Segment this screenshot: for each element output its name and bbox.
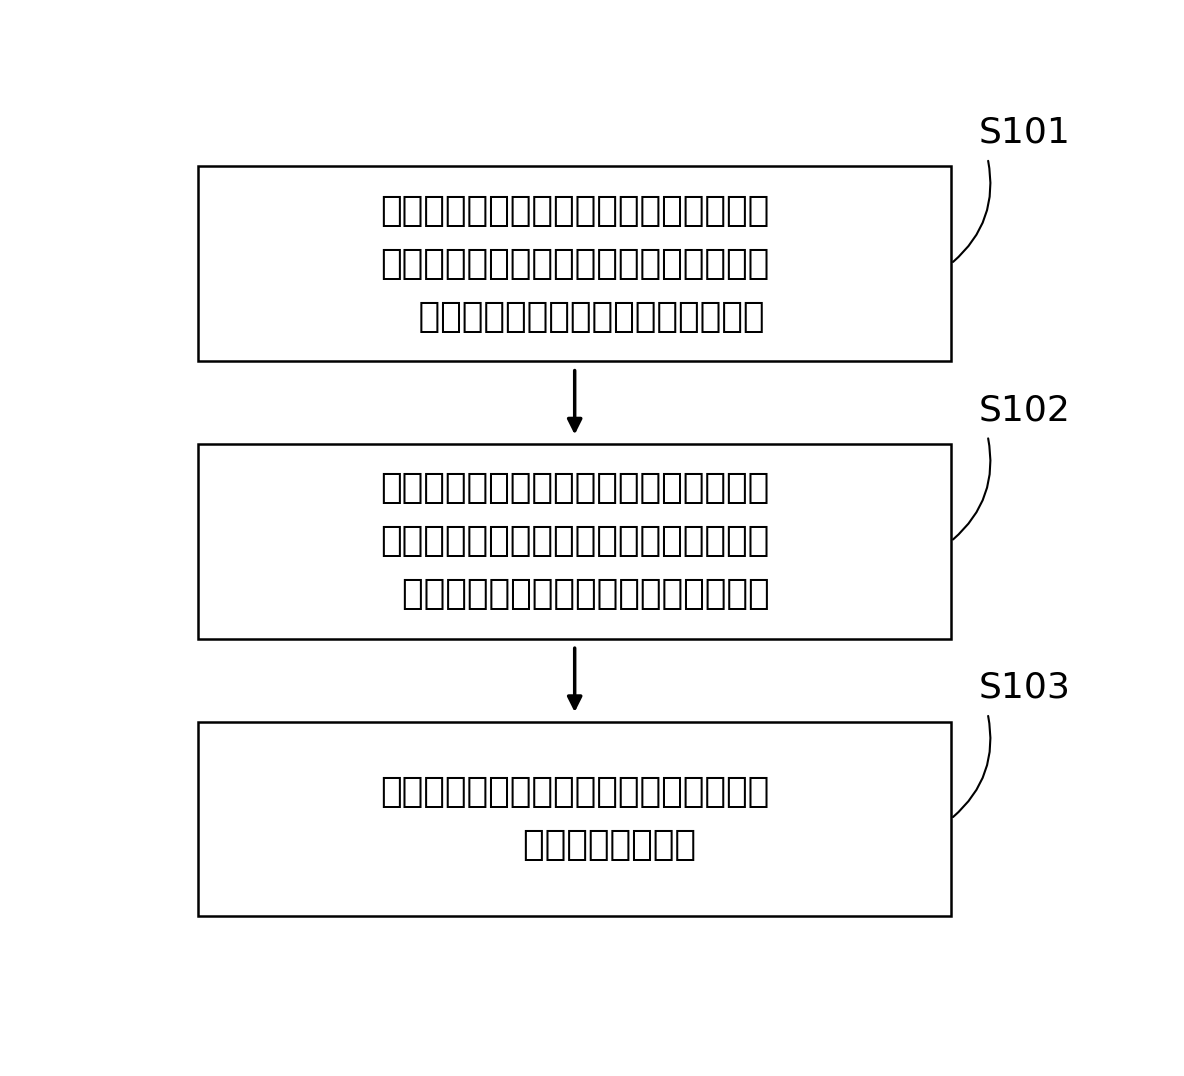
FancyArrowPatch shape (953, 716, 990, 817)
FancyArrowPatch shape (953, 160, 990, 261)
Bar (199, 167, 951, 362)
Text: S103: S103 (978, 671, 1070, 705)
Text: 根据三轴位移畸变对第二点云数据的点云
      坐标进行矫正处理: 根据三轴位移畸变对第二点云数据的点云 坐标进行矫正处理 (380, 776, 770, 862)
FancyArrowPatch shape (953, 438, 990, 539)
Bar (199, 722, 951, 917)
Text: 根据第一点云数据的三轴速度、第二点云
数据的三轴加速度以及第一获取时间差，
  计算得到第二点云数据的三轴位移畸变: 根据第一点云数据的三轴速度、第二点云 数据的三轴加速度以及第一获取时间差， 计算… (379, 471, 770, 611)
Text: 获取第一点云数据的三轴速度、第二点云
数据的三轴加速度，以及第一点云数据与
   第二点云数据之间的第一获取时间差: 获取第一点云数据的三轴速度、第二点云 数据的三轴加速度，以及第一点云数据与 第二… (380, 194, 770, 334)
Text: S102: S102 (978, 394, 1070, 427)
Bar (199, 444, 951, 639)
Text: S101: S101 (978, 116, 1070, 150)
